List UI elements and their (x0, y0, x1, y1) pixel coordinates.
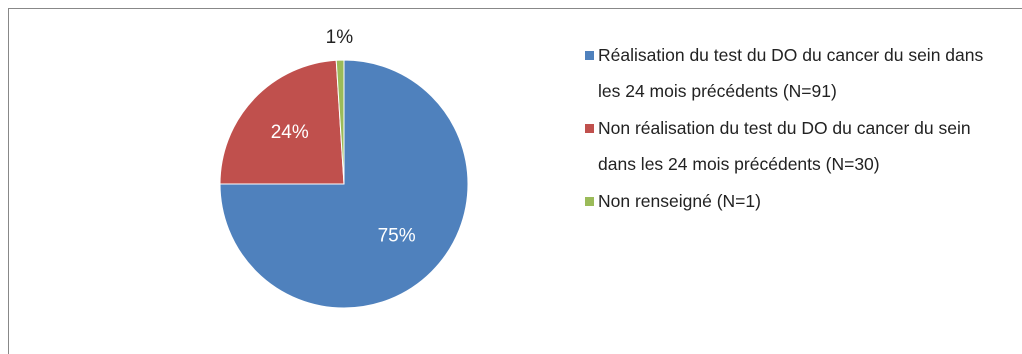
pie-slice (219, 59, 345, 185)
legend: Réalisation du test du DO du cancer du s… (585, 38, 1022, 222)
legend-swatch (585, 51, 594, 60)
legend-entry: Non renseigné (N=1) (585, 184, 1008, 220)
legend-label: Non réalisation du test du DO du cancer … (598, 118, 971, 174)
chart-frame (8, 8, 1022, 354)
legend-swatch (585, 124, 594, 133)
legend-label: Non renseigné (N=1) (598, 191, 761, 211)
legend-swatch (585, 197, 594, 206)
data-label: 1% (326, 27, 354, 48)
legend-label: Réalisation du test du DO du cancer du s… (598, 45, 984, 101)
data-label: 75% (378, 226, 416, 247)
data-label: 24% (271, 122, 309, 143)
legend-entry: Réalisation du test du DO du cancer du s… (585, 38, 1008, 109)
pie-slice (335, 59, 345, 185)
legend-entry: Non réalisation du test du DO du cancer … (585, 111, 1008, 182)
